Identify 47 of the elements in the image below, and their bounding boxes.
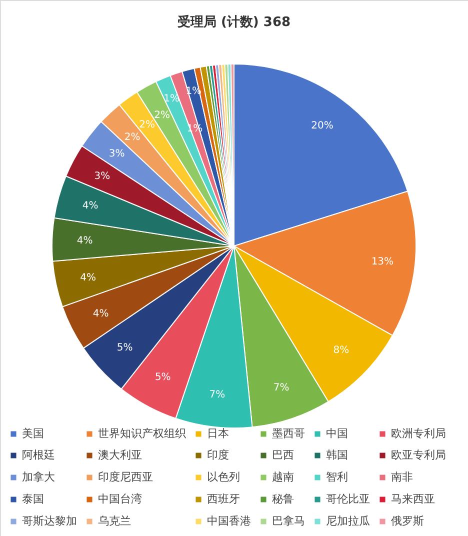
- legend-label: 中国: [326, 426, 348, 440]
- legend-label: 马来西亚: [391, 492, 435, 506]
- legend-label: 巴西: [272, 448, 294, 462]
- legend-label: 乌克兰: [98, 514, 131, 528]
- data-label: 4%: [80, 272, 96, 284]
- legend-label: 美国: [22, 426, 44, 440]
- legend-label: 阿根廷: [22, 448, 55, 462]
- data-label: 7%: [273, 382, 290, 394]
- legend-label: 中国香港: [207, 514, 251, 528]
- legend-label: 俄罗斯: [391, 514, 424, 528]
- data-label: 3%: [108, 148, 125, 160]
- data-label: 5%: [116, 342, 133, 354]
- legend-label: 印度尼西亚: [98, 470, 153, 484]
- legend-label: 欧亚专利局: [391, 448, 446, 462]
- legend-label: 印度: [207, 448, 229, 462]
- legend-label: 澳大利亚: [98, 448, 142, 462]
- legend-label: 南非: [391, 470, 413, 484]
- legend-label: 秘鲁: [272, 492, 294, 506]
- legend-label: 加拿大: [22, 470, 55, 484]
- data-label: 2%: [124, 132, 140, 143]
- legend-label: 中国台湾: [98, 492, 142, 506]
- legend-label: 尼加拉瓜: [326, 514, 370, 528]
- data-label: 2%: [154, 110, 170, 122]
- legend-label: 泰国: [22, 492, 44, 506]
- legend-label: 日本: [207, 426, 229, 440]
- data-label: 2%: [139, 120, 155, 131]
- chart-title: 受理局 (计数) 368: [176, 14, 291, 30]
- data-label: 5%: [154, 372, 171, 384]
- legend-label: 巴拿马: [272, 514, 305, 528]
- legend-label: 欧洲专利局: [391, 426, 446, 440]
- data-label: 13%: [371, 256, 394, 268]
- legend-label: 哥伦比亚: [326, 492, 370, 506]
- legend-label: 西班牙: [207, 492, 240, 506]
- legend-label: 智利: [326, 470, 348, 484]
- data-label: 7%: [209, 389, 226, 400]
- data-label: 4%: [92, 308, 109, 320]
- data-label: 8%: [333, 344, 350, 356]
- legend-label: 世界知识产权组织: [98, 426, 186, 440]
- data-label: 3%: [94, 171, 110, 182]
- legend-label: 越南: [272, 470, 294, 484]
- legend-label: 以色列: [207, 470, 240, 484]
- data-label: 4%: [82, 200, 98, 212]
- data-label: 4%: [76, 236, 93, 247]
- legend-label: 墨西哥: [272, 426, 305, 440]
- data-label: 20%: [311, 120, 334, 132]
- legend-label: 哥斯达黎加: [22, 514, 77, 528]
- legend-label: 韩国: [326, 448, 348, 462]
